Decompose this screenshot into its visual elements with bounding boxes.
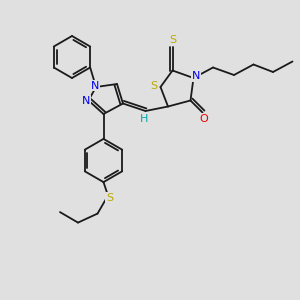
Text: S: S (150, 80, 158, 91)
Text: N: N (91, 81, 100, 91)
Text: O: O (200, 114, 208, 124)
Text: N: N (192, 71, 200, 81)
Text: S: S (169, 35, 176, 45)
Text: S: S (106, 193, 113, 203)
Text: H: H (140, 114, 148, 124)
Text: N: N (82, 95, 90, 106)
